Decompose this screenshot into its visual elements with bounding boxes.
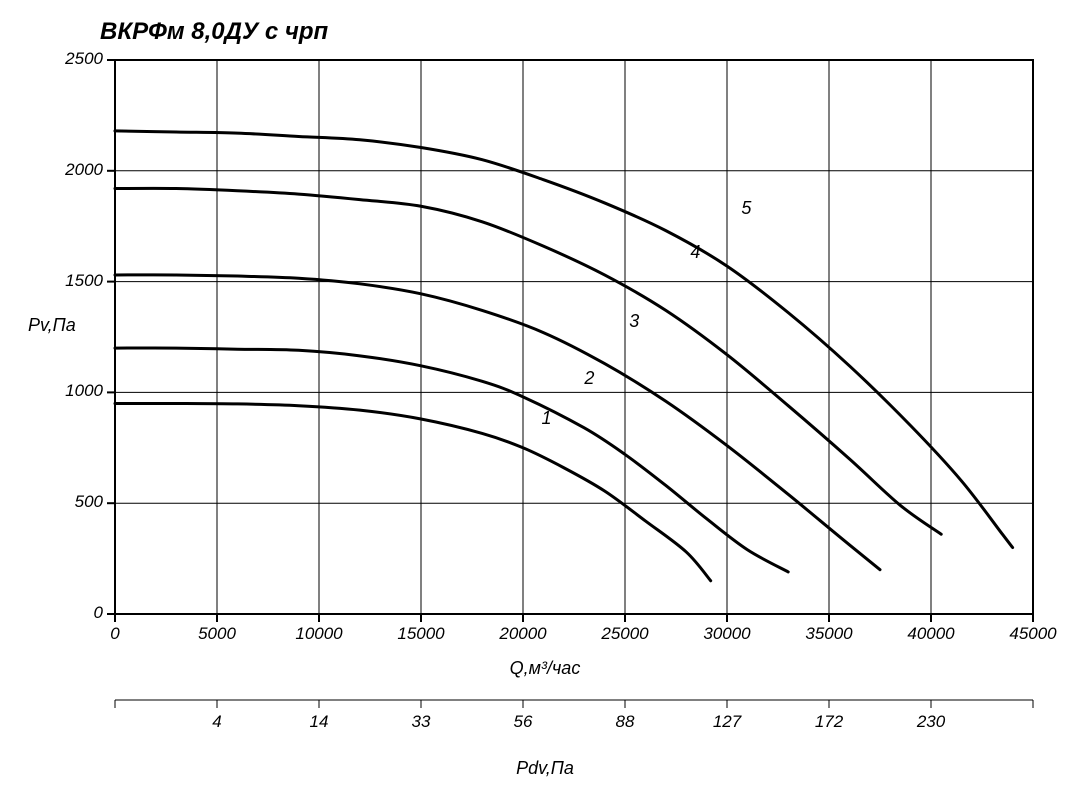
curve-label-2: 2 [584,368,594,389]
x-tick-label: 30000 [699,624,755,644]
secondary-tick-label: 33 [396,712,446,732]
curve-label-3: 3 [629,311,639,332]
curve-1 [115,403,711,580]
x-axis-label: Q,м³/час [485,658,605,679]
y-tick-label: 0 [94,603,103,623]
x-tick-label: 10000 [291,624,347,644]
curve-label-5: 5 [741,198,751,219]
x-tick-label: 25000 [597,624,653,644]
secondary-tick-label: 172 [804,712,854,732]
secondary-axis-label: Pdv,Па [485,758,605,779]
y-tick-label: 2000 [65,160,103,180]
y-axis-label: Pv,Па [28,315,76,336]
x-tick-label: 5000 [189,624,245,644]
curve-label-1: 1 [541,408,551,429]
curve-2 [115,348,788,572]
y-tick-label: 1500 [65,271,103,291]
y-tick-label: 1000 [65,381,103,401]
y-tick-label: 2500 [65,49,103,69]
secondary-tick-label: 56 [498,712,548,732]
secondary-tick-label: 88 [600,712,650,732]
x-tick-label: 15000 [393,624,449,644]
x-tick-label: 20000 [495,624,551,644]
x-tick-label: 35000 [801,624,857,644]
curve-3 [115,275,880,570]
secondary-tick-label: 127 [702,712,752,732]
secondary-tick-label: 4 [192,712,242,732]
curve-4 [115,188,941,534]
secondary-tick-label: 14 [294,712,344,732]
chart-title: ВКРФм 8,0ДУ с чрп [100,18,328,46]
x-tick-label: 0 [87,624,143,644]
secondary-tick-label: 230 [906,712,956,732]
curve-label-4: 4 [690,242,700,263]
x-tick-label: 45000 [1005,624,1061,644]
x-tick-label: 40000 [903,624,959,644]
y-tick-label: 500 [75,492,103,512]
